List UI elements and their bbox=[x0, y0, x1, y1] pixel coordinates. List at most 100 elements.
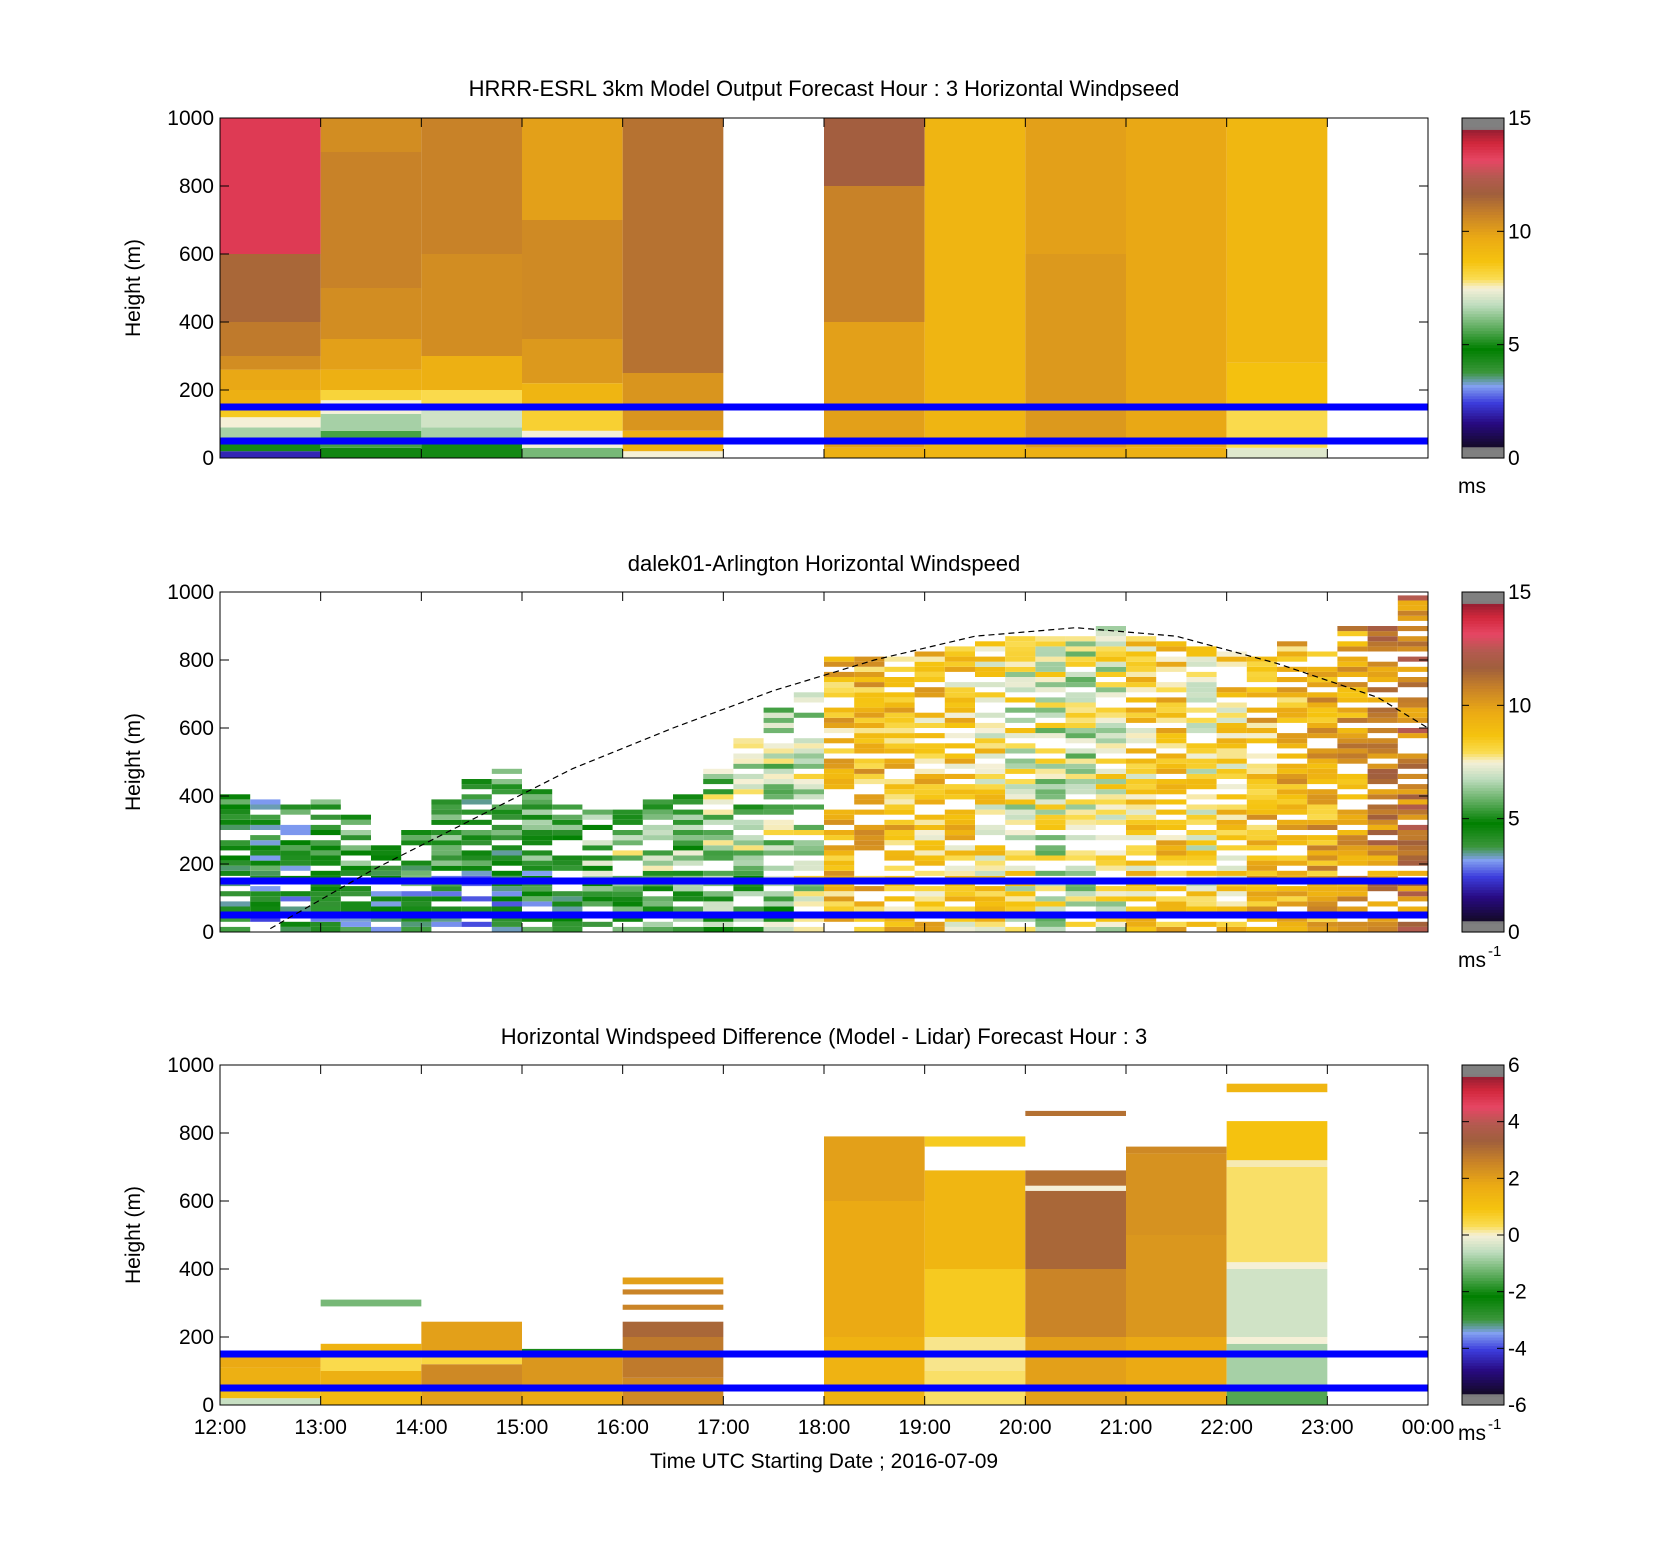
heatmap-cell bbox=[1065, 779, 1096, 785]
heatmap-cell bbox=[1065, 733, 1096, 739]
heatmap-cell bbox=[914, 758, 945, 764]
heatmap-cell bbox=[1186, 896, 1217, 902]
colorbar-swatch bbox=[1462, 313, 1504, 317]
heatmap-cell bbox=[401, 830, 432, 836]
heatmap-cell bbox=[1307, 789, 1338, 795]
heatmap-cell bbox=[220, 356, 321, 370]
heatmap-cell bbox=[1126, 891, 1157, 897]
heatmap-cell bbox=[975, 784, 1006, 790]
heatmap-cell bbox=[1337, 814, 1368, 820]
colorbar-swatch bbox=[1462, 1243, 1504, 1247]
y-tick-label: 800 bbox=[179, 175, 214, 198]
heatmap-cell bbox=[491, 886, 522, 892]
heatmap-cell bbox=[673, 926, 704, 932]
colorbar-swatch bbox=[1462, 418, 1504, 422]
colorbar-swatch bbox=[1462, 841, 1504, 845]
x-tick-label: 20:00 bbox=[999, 1416, 1052, 1439]
colorbar-frame bbox=[1461, 591, 1505, 933]
heatmap-cell bbox=[1095, 717, 1126, 723]
heatmap-cell bbox=[793, 758, 824, 764]
heatmap-cell bbox=[1367, 717, 1398, 723]
colorbar-swatch bbox=[1462, 1385, 1504, 1389]
heatmap-cell bbox=[642, 865, 673, 871]
heatmap-cell bbox=[522, 926, 553, 932]
heatmap-cell bbox=[1156, 687, 1187, 693]
colorbar-swatch bbox=[1462, 773, 1504, 777]
heatmap-cell bbox=[1216, 692, 1247, 698]
colorbar-swatch bbox=[1462, 694, 1504, 698]
heatmap-cell bbox=[884, 758, 915, 764]
colorbar-swatch bbox=[1462, 756, 1504, 760]
heatmap-cell bbox=[1156, 896, 1187, 902]
heatmap-cell bbox=[884, 850, 915, 856]
heatmap-cell bbox=[1277, 692, 1308, 698]
heatmap-cell bbox=[1307, 886, 1338, 892]
heatmap-cell bbox=[1126, 830, 1157, 836]
heatmap-cell bbox=[1397, 763, 1428, 769]
colorbar-tick-label: -6 bbox=[1508, 1394, 1527, 1417]
colorbar-swatch bbox=[1462, 1218, 1504, 1222]
heatmap-cell bbox=[793, 748, 824, 754]
heatmap-cell bbox=[280, 804, 311, 810]
heatmap-cell bbox=[1095, 896, 1126, 902]
heatmap-cell bbox=[1156, 656, 1187, 662]
heatmap-cell bbox=[1307, 717, 1338, 723]
heatmap-cell bbox=[1246, 886, 1277, 892]
heatmap-cell bbox=[1337, 748, 1368, 754]
heatmap-cell bbox=[431, 835, 462, 841]
heatmap-cell bbox=[401, 865, 432, 871]
heatmap-cell bbox=[944, 656, 975, 662]
heatmap-cell bbox=[824, 1136, 925, 1201]
heatmap-cell bbox=[1337, 671, 1368, 677]
heatmap-cell bbox=[914, 830, 945, 836]
heatmap-cell bbox=[622, 1277, 724, 1285]
colorbar-swatch bbox=[1462, 679, 1504, 684]
heatmap-cell bbox=[975, 926, 1006, 932]
colorbar-swatch bbox=[1462, 745, 1504, 749]
heatmap-cell bbox=[1095, 835, 1126, 841]
heatmap-cell bbox=[220, 809, 251, 815]
heatmap-cell bbox=[1065, 712, 1096, 718]
x-tick-label: 19:00 bbox=[898, 1416, 951, 1439]
heatmap-cell bbox=[1226, 447, 1328, 458]
heatmap-cell bbox=[884, 779, 915, 785]
heatmap-cell bbox=[1186, 779, 1217, 785]
heatmap-cell bbox=[1065, 921, 1096, 927]
heatmap-cell bbox=[310, 840, 341, 846]
heatmap-cell bbox=[1095, 692, 1126, 698]
heatmap-cell bbox=[824, 447, 925, 458]
heatmap-cell bbox=[401, 901, 432, 907]
colorbar-swatch bbox=[1462, 609, 1504, 613]
heatmap-cell bbox=[1397, 600, 1428, 606]
colorbar-swatch bbox=[1462, 341, 1504, 346]
colorbar-swatch bbox=[1462, 381, 1504, 385]
heatmap-cell bbox=[1397, 794, 1428, 800]
heatmap-cell bbox=[914, 906, 945, 912]
colorbar-swatch bbox=[1462, 1345, 1504, 1349]
heatmap-cell bbox=[1035, 921, 1066, 927]
heatmap-cell bbox=[1397, 615, 1428, 621]
heatmap-cell bbox=[1277, 779, 1308, 785]
heatmap-cell bbox=[975, 733, 1006, 739]
heatmap-cell bbox=[975, 712, 1006, 718]
heatmap-cell bbox=[1065, 819, 1096, 825]
heatmap-cell bbox=[1277, 921, 1308, 927]
y-tick-label: 400 bbox=[179, 311, 214, 334]
heatmap-cell bbox=[250, 896, 281, 902]
heatmap-cell bbox=[944, 835, 975, 841]
heatmap-cell bbox=[1216, 702, 1247, 708]
colorbar-swatch bbox=[1462, 660, 1504, 664]
colorbar-swatch bbox=[1462, 180, 1504, 184]
colorbar-swatch bbox=[1462, 205, 1504, 210]
heatmap-cell bbox=[1307, 860, 1338, 866]
heatmap-cell bbox=[975, 901, 1006, 907]
colorbar-swatch bbox=[1462, 1175, 1504, 1179]
heatmap-cell bbox=[1277, 712, 1308, 718]
heatmap-cell bbox=[793, 824, 824, 830]
y-tick-label: 200 bbox=[179, 1326, 214, 1349]
heatmap-cell bbox=[1186, 763, 1217, 769]
heatmap-cell bbox=[1065, 728, 1096, 734]
heatmap-cell bbox=[884, 906, 915, 912]
heatmap-cell bbox=[461, 855, 492, 861]
colorbar-swatch bbox=[1462, 262, 1504, 266]
